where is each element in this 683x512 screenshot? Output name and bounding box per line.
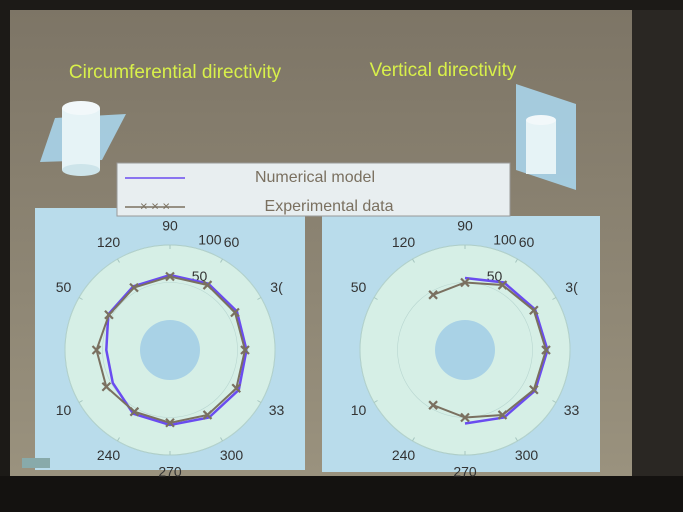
data-marker — [428, 400, 438, 410]
theta-tick — [220, 437, 223, 442]
data-marker — [460, 277, 470, 288]
theta-tick-label: 33 — [269, 402, 285, 418]
data-marker — [165, 271, 175, 282]
theta-tick-label: 270 — [158, 464, 182, 480]
data-marker — [202, 280, 213, 290]
data-marker — [240, 345, 250, 355]
theta-tick — [78, 297, 83, 300]
theta-tick — [552, 297, 557, 300]
legend-label: Experimental data — [265, 198, 394, 215]
data-marker — [231, 383, 242, 394]
wall — [632, 10, 683, 490]
data-marker — [129, 406, 140, 417]
theta-tick-label: 300 — [515, 447, 539, 463]
data-marker — [91, 345, 102, 355]
data-marker — [529, 384, 539, 395]
data-marker — [104, 309, 114, 320]
data-marker — [529, 305, 539, 316]
theta-tick — [515, 437, 518, 442]
toolbar[interactable] — [22, 458, 50, 468]
theta-tick-label: 120 — [97, 234, 121, 250]
r-tick-label: 100 — [198, 231, 222, 247]
theta-tick-label: 60 — [519, 234, 535, 250]
theta-tick-label: 3( — [565, 279, 578, 295]
data-marker — [202, 410, 213, 420]
r-tick-label: 100 — [493, 231, 517, 247]
plane-icon — [516, 84, 576, 190]
theta-tick — [257, 297, 262, 300]
theta-tick — [552, 400, 557, 403]
theta-tick — [78, 400, 83, 403]
theta-tick-label: 240 — [392, 447, 416, 463]
theta-tick-label: 10 — [56, 402, 72, 418]
theta-tick-label: 270 — [453, 464, 477, 480]
chart-title: Vertical directivity — [370, 60, 517, 81]
theta-tick-label: 10 — [351, 402, 367, 418]
legend-label: Numerical model — [255, 169, 375, 186]
data-marker — [129, 282, 139, 293]
data-marker — [101, 381, 112, 392]
theta-tick — [257, 400, 262, 403]
theta-tick — [412, 437, 415, 442]
legend: Numerical model × × × Experimental data — [116, 162, 511, 217]
data-marker — [230, 307, 240, 318]
legend-markers: × × × — [140, 198, 170, 213]
r-grid — [102, 282, 238, 418]
theta-tick-label: 60 — [224, 234, 240, 250]
theta-tick — [373, 297, 378, 300]
theta-tick-label: 90 — [162, 218, 178, 234]
data-marker — [165, 417, 175, 428]
theta-tick-label: 90 — [457, 218, 473, 234]
theta-tick-label: 240 — [97, 447, 121, 463]
data-marker — [541, 345, 551, 355]
data-marker — [497, 280, 508, 290]
theta-tick-label: 300 — [220, 447, 244, 463]
theta-tick-label: 50 — [351, 279, 367, 295]
theta-tick — [515, 258, 518, 263]
theta-tick — [117, 258, 120, 263]
theta-tick-label: 120 — [392, 234, 416, 250]
theta-tick-label: 3( — [270, 279, 283, 295]
chart-title: Circumferential directivity — [69, 62, 282, 83]
floor — [0, 476, 683, 512]
theta-tick-label: 50 — [56, 279, 72, 295]
theta-tick-label: 33 — [564, 402, 580, 418]
data-marker — [497, 410, 508, 420]
theta-tick — [220, 258, 223, 263]
data-marker — [428, 290, 438, 300]
data-marker — [460, 412, 470, 423]
polar-inner — [140, 320, 200, 380]
cylinder-icon — [40, 101, 126, 176]
theta-tick — [412, 258, 415, 263]
theta-tick — [373, 400, 378, 403]
polar-inner — [435, 320, 495, 380]
theta-tick — [117, 437, 120, 442]
